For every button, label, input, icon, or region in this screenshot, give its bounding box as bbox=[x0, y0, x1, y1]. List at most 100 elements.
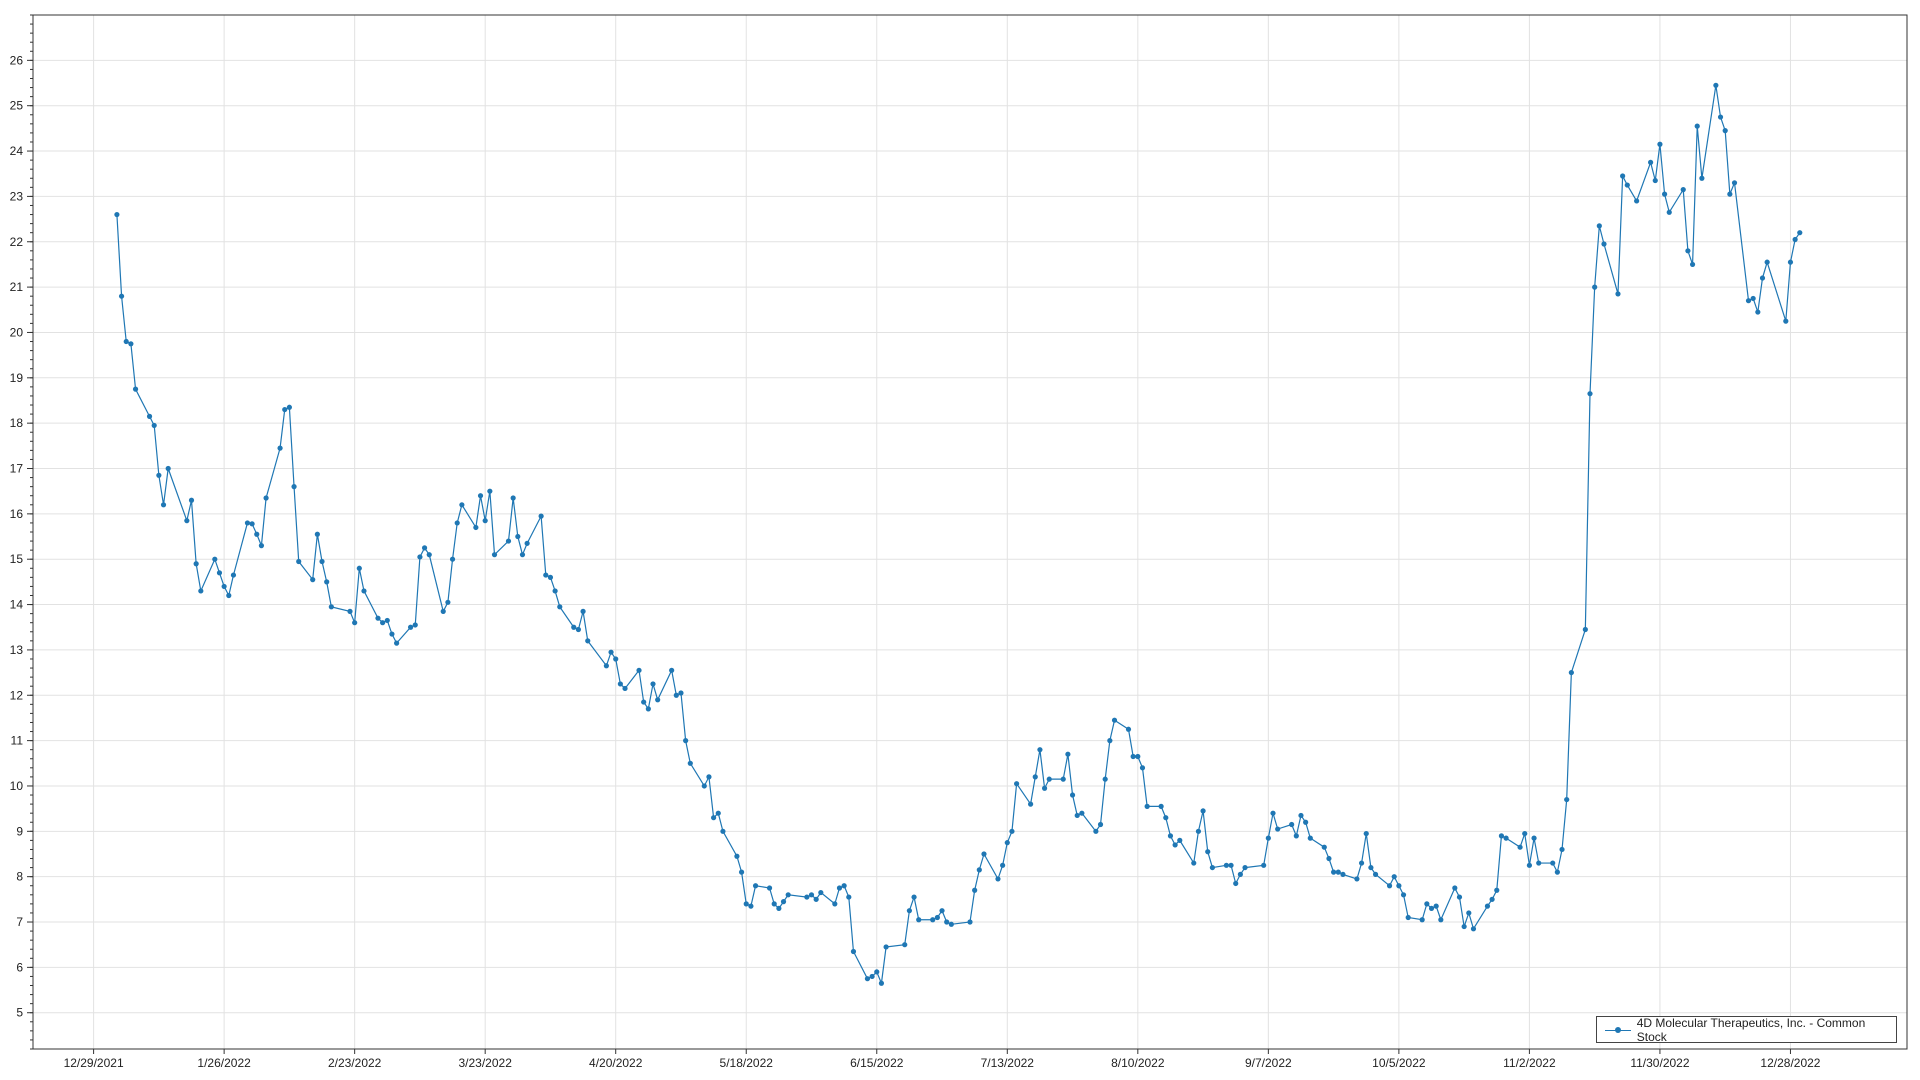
data-point bbox=[1009, 828, 1015, 834]
data-point bbox=[869, 973, 875, 980]
data-point bbox=[1592, 284, 1598, 290]
data-point bbox=[813, 896, 819, 902]
data-point bbox=[585, 638, 591, 644]
data-point bbox=[1689, 261, 1696, 268]
data-point bbox=[226, 592, 232, 599]
data-point bbox=[1237, 871, 1243, 877]
data-point bbox=[277, 445, 283, 451]
legend-label: 4D Molecular Therapeutics, Inc. - Common… bbox=[1636, 1015, 1866, 1044]
data-point bbox=[1466, 910, 1472, 916]
data-point bbox=[1484, 903, 1491, 909]
x-tick-label: 2/23/2022 bbox=[328, 1056, 382, 1070]
data-point bbox=[715, 810, 721, 816]
data-point bbox=[1601, 241, 1607, 247]
data-point bbox=[743, 901, 749, 907]
data-point bbox=[1223, 862, 1229, 868]
data-point bbox=[1750, 295, 1756, 302]
data-point bbox=[375, 615, 381, 621]
x-tick-label: 1/26/2022 bbox=[197, 1056, 251, 1070]
data-point bbox=[1615, 291, 1621, 297]
y-tick-label: 17 bbox=[10, 462, 24, 476]
y-tick-label: 14 bbox=[10, 598, 24, 612]
y-tick-label: 18 bbox=[10, 416, 24, 430]
data-point bbox=[552, 588, 558, 594]
y-tick-label: 11 bbox=[11, 734, 24, 748]
y-tick-label: 7 bbox=[16, 915, 23, 929]
data-point bbox=[1242, 864, 1248, 871]
x-tick-label: 10/5/2022 bbox=[1372, 1056, 1426, 1070]
data-point bbox=[967, 919, 973, 925]
data-point bbox=[1069, 792, 1076, 798]
data-point bbox=[1657, 141, 1663, 147]
data-point bbox=[1326, 855, 1332, 862]
y-tick-label: 22 bbox=[10, 235, 24, 249]
data-point bbox=[244, 520, 251, 526]
data-point bbox=[1550, 860, 1556, 866]
data-point bbox=[752, 883, 759, 889]
data-point bbox=[939, 908, 945, 914]
data-point bbox=[1074, 812, 1080, 819]
data-point bbox=[1200, 808, 1206, 814]
data-point bbox=[1135, 753, 1141, 760]
data-point bbox=[850, 948, 857, 955]
data-point bbox=[310, 577, 316, 583]
data-point bbox=[282, 406, 288, 413]
data-point bbox=[1289, 821, 1295, 828]
data-point bbox=[1205, 849, 1211, 855]
data-point bbox=[1060, 776, 1066, 782]
data-point bbox=[1517, 844, 1523, 850]
data-point bbox=[1461, 923, 1467, 930]
data-point bbox=[766, 885, 773, 891]
data-point bbox=[254, 531, 260, 537]
data-point bbox=[1797, 230, 1803, 236]
price-line bbox=[116, 85, 1801, 986]
data-point bbox=[1559, 846, 1565, 853]
data-point bbox=[1340, 871, 1346, 877]
data-point bbox=[1787, 259, 1794, 265]
data-point bbox=[617, 681, 623, 687]
data-point bbox=[314, 531, 320, 537]
data-point bbox=[1167, 833, 1174, 839]
x-tick-label: 7/13/2022 bbox=[981, 1056, 1035, 1070]
data-point bbox=[328, 604, 334, 610]
data-point bbox=[836, 885, 843, 891]
data-point bbox=[1386, 883, 1393, 889]
data-point bbox=[482, 518, 488, 524]
data-point bbox=[1107, 738, 1113, 744]
data-point bbox=[1652, 177, 1658, 184]
series-line bbox=[114, 82, 1803, 986]
data-point bbox=[1233, 880, 1239, 887]
data-point bbox=[188, 497, 195, 503]
data-point bbox=[1391, 874, 1397, 880]
data-point bbox=[538, 513, 544, 519]
data-point bbox=[1372, 871, 1379, 877]
x-tick-label: 11/30/2022 bbox=[1630, 1056, 1689, 1070]
data-point bbox=[212, 556, 218, 562]
data-point bbox=[1764, 259, 1770, 265]
data-point bbox=[1209, 864, 1216, 871]
data-point bbox=[1620, 173, 1626, 179]
y-tick-label: 26 bbox=[10, 53, 24, 67]
data-point bbox=[1191, 860, 1197, 866]
data-point bbox=[1144, 803, 1150, 809]
data-point bbox=[1000, 862, 1006, 868]
data-point bbox=[1564, 796, 1570, 803]
data-point bbox=[1261, 862, 1267, 868]
data-point bbox=[1713, 82, 1719, 88]
data-point bbox=[1405, 914, 1411, 921]
legend-line-marker-icon bbox=[1605, 1025, 1631, 1035]
data-point bbox=[417, 554, 423, 560]
x-tick-label: 6/15/2022 bbox=[850, 1056, 904, 1070]
data-point bbox=[1177, 837, 1183, 843]
data-point bbox=[1531, 835, 1537, 841]
data-point bbox=[524, 540, 530, 546]
data-point bbox=[1335, 869, 1341, 875]
data-point bbox=[603, 663, 609, 669]
data-point bbox=[1666, 209, 1672, 215]
data-point bbox=[1522, 830, 1528, 837]
data-point bbox=[841, 883, 847, 889]
data-point bbox=[1079, 810, 1085, 816]
data-point bbox=[258, 543, 265, 549]
data-point bbox=[720, 828, 726, 834]
